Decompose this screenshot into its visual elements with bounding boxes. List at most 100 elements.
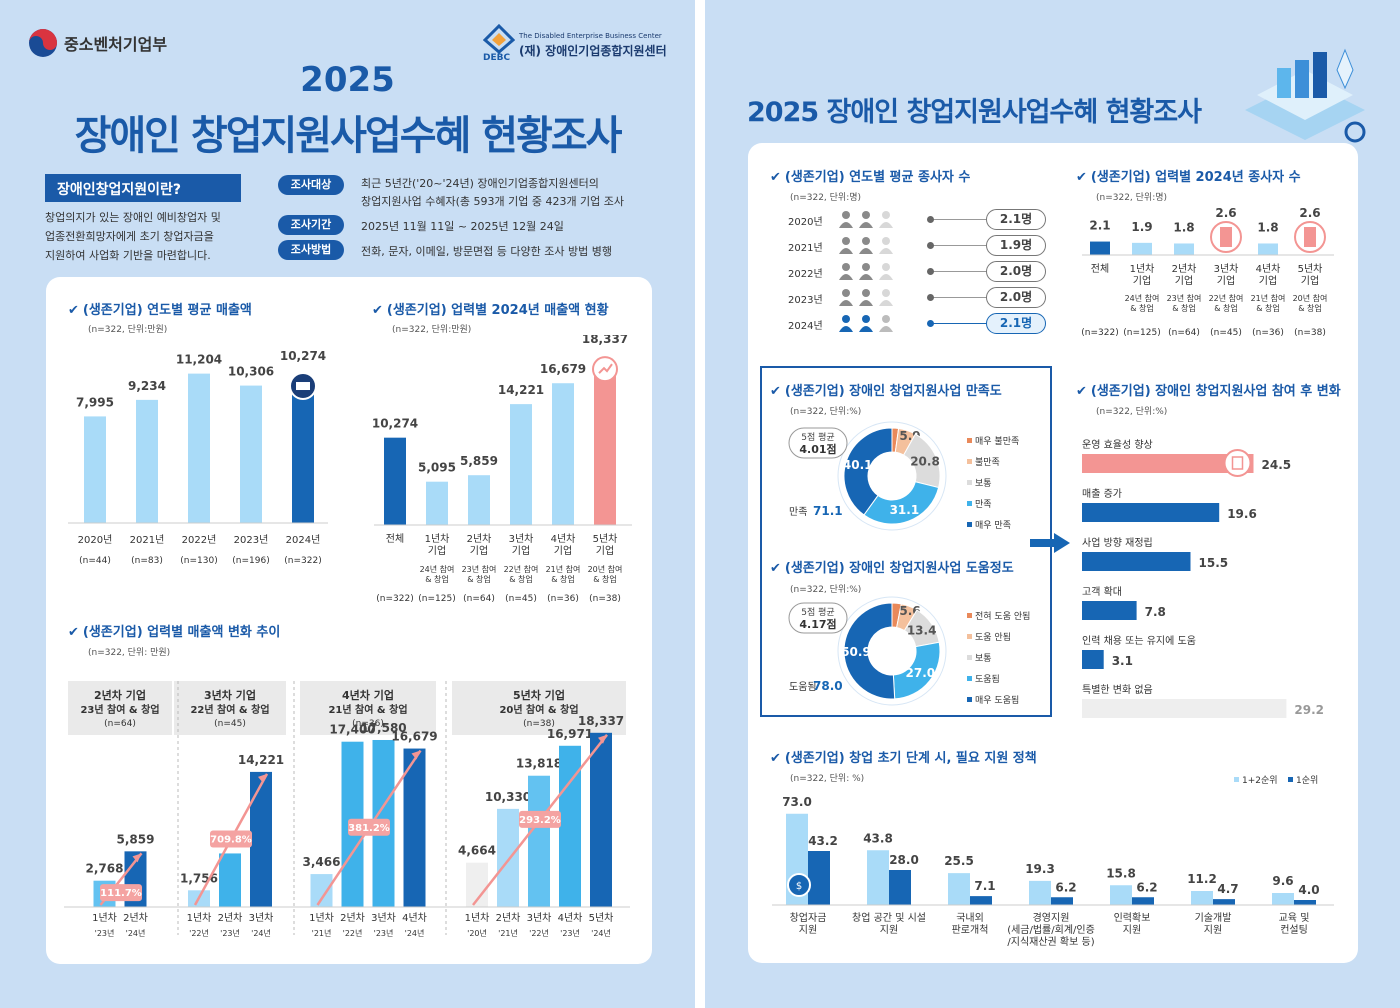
connector-dot (927, 268, 934, 275)
x-tick-year-label: '23년 (374, 928, 394, 938)
x-tick-label: 4년차 (402, 912, 427, 924)
bar-value-label: 5,859 (460, 454, 498, 468)
total-value: 71.1 (813, 504, 843, 518)
bar (1082, 650, 1104, 669)
bar-value-label: 2,768 (86, 862, 124, 876)
x-tick-label: 1년차 (425, 533, 450, 545)
left-panel: 중소벤처기업부 DEBC The Disabled Enterprise Bus… (0, 0, 695, 1008)
x-tick-note: & 창업 (467, 575, 491, 584)
x-tick-note: & 창업 (1172, 304, 1196, 313)
bar (310, 874, 333, 907)
x-tick-label: 2년차 (1172, 263, 1197, 275)
bar-value-label: 4,664 (458, 844, 496, 858)
bar-value-label: 29.2 (1294, 703, 1324, 717)
bar (466, 862, 488, 907)
person-body (839, 222, 853, 228)
s6-title: ✔ (생존기업) 장애인 창업지원사업 만족도 (770, 384, 1002, 399)
x-tick-sub-label: (n=130) (180, 556, 217, 566)
bar (590, 732, 612, 907)
check-icon: ✔ (68, 303, 79, 318)
x-tick-label: 교육 및 (1279, 912, 1310, 924)
category-label: 매출 증가 (1082, 488, 1122, 500)
person-head (882, 263, 890, 271)
x-tick-label: 4년차 (1256, 263, 1281, 275)
bar-series-2 (1294, 900, 1316, 905)
check-icon: ✔ (372, 303, 383, 318)
bar-value-label: 43.8 (863, 831, 893, 845)
bar (528, 775, 550, 907)
bar-value-label: 13,818 (516, 757, 562, 771)
slice-value-label: 2.2 (887, 420, 908, 423)
category-label: 고객 확대 (1082, 586, 1122, 598)
x-tick-year-label: '24년 (126, 928, 146, 938)
x-tick-sub-label: (n=125) (1123, 328, 1160, 338)
bar-series-2 (1213, 899, 1235, 905)
person-head (862, 263, 870, 271)
x-tick-sub-label: (n=36) (1252, 328, 1284, 338)
person-head (862, 315, 870, 323)
average-badge-label: 5점 평균 (801, 431, 834, 443)
x-tick-label: 1년차 (465, 912, 490, 924)
person-body (859, 222, 873, 228)
x-tick-label: 4년차 (558, 912, 583, 924)
legend-label: 매우 불만족 (975, 436, 1019, 447)
donut-slice (843, 602, 896, 700)
employee-value-pill: 2.0명 (986, 287, 1046, 308)
bar-value-label: 11,204 (176, 353, 222, 367)
connector-dot (927, 216, 934, 223)
x-tick-label: 2년차 (340, 912, 365, 924)
survey-period-label: 조사기간 (278, 215, 344, 235)
group-header-n: (n=36) (352, 719, 384, 729)
bar-value-label: 28.0 (889, 853, 919, 867)
x-tick-label: 2년차 (123, 912, 148, 924)
legend-label: 매우 만족 (975, 520, 1011, 531)
legend-label: 만족 (975, 499, 992, 510)
x-tick-label: 5년차 (593, 533, 618, 545)
survey-period-text: 2025년 11월 11일 ~ 2025년 12월 24일 (361, 220, 564, 233)
bar-series-1 (1110, 885, 1132, 905)
bar-value-label: 1.8 (1257, 220, 1278, 234)
row-year-label: 2022년 (788, 269, 823, 280)
x-tick-note: & 창업 (425, 575, 449, 584)
x-tick-sub-label: (n=45) (505, 594, 537, 604)
growth-arrow-head (411, 750, 421, 760)
donut-outline (837, 596, 947, 706)
category-label: 사업 방향 재정립 (1082, 536, 1153, 549)
bar-value-label: 17,580 (360, 721, 406, 735)
slice-value-label: 13.4 (907, 624, 937, 638)
x-tick-label: 5년차 (589, 912, 614, 924)
bar (426, 481, 448, 525)
person-head (882, 289, 890, 297)
bar-value-label: 10,274 (372, 417, 418, 431)
average-badge (788, 602, 848, 634)
x-tick-sub-label: (n=83) (131, 556, 163, 566)
growth-badge-label: 709.8% (210, 834, 252, 845)
bar (84, 416, 106, 523)
survey-target-label: 조사대상 (278, 175, 344, 195)
x-tick-note: 21년 참여 (1251, 293, 1286, 303)
bar-value-label: 4.7 (1217, 882, 1238, 896)
s3-title: ✔ (생존기업) 업력별 매출액 변화 추이 (68, 625, 281, 640)
x-tick-label: 1년차 (309, 912, 334, 924)
x-tick-note: & 창업 (593, 575, 617, 584)
bar-series-1 (948, 873, 970, 905)
bar-value-label: 9.6 (1272, 874, 1293, 888)
x-tick-label: 기업 (1175, 274, 1193, 287)
person-head (882, 315, 890, 323)
chart-yearly-sales: 7,995 2020년 (n=44) 9,234 2021년 (n=83) 11,204 20… (68, 349, 328, 566)
s8-note: (n=322, 단위:%) (1096, 407, 1168, 417)
money-hand-icon-glyph: $ (796, 881, 802, 892)
growth-chart-icon-line (598, 363, 613, 374)
bar-value-label: 3.1 (1112, 654, 1133, 668)
bar-value-label: 43.2 (808, 834, 838, 848)
x-tick-note: & 창업 (1298, 304, 1322, 313)
legend-swatch (1288, 777, 1293, 782)
check-icon: ✔ (770, 384, 781, 399)
bar (188, 373, 210, 523)
bar-value-label: 6.2 (1136, 880, 1157, 894)
whatis-heading: 장애인창업지원이란? (45, 174, 241, 202)
chart-changes: 운영 효율성 향상 24.5 매출 증가 19.6 사업 방향 재정립 15.5 고객 확대… (1082, 439, 1324, 718)
people-icon (839, 289, 893, 306)
